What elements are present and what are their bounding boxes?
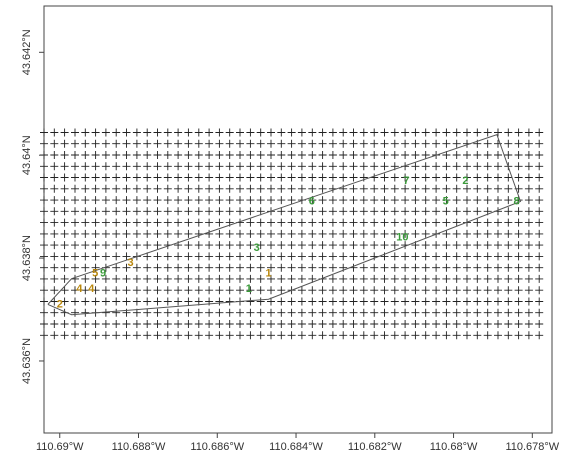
x-axis: 110.69°W 110.688°W 110.686°W 110.684°W 110.6… xyxy=(36,433,560,453)
point-label: 2 xyxy=(462,175,468,187)
point-label: 2 xyxy=(57,298,63,310)
plot-frame xyxy=(43,5,553,434)
x-tick-label: 110.678°W xyxy=(505,441,559,453)
point-label: 7 xyxy=(403,175,409,187)
point-label: 9 xyxy=(100,268,106,280)
grid-marker xyxy=(40,128,544,340)
point-label: 4 xyxy=(88,283,95,295)
study-area-polygon xyxy=(47,133,522,316)
x-tick-label: 110.686°W xyxy=(190,441,244,453)
point-label: 4 xyxy=(76,283,83,295)
x-tick-label: 110.68°W xyxy=(430,441,478,453)
y-tick-label: 43.642°N xyxy=(21,29,33,75)
point-label: 1 xyxy=(246,283,252,295)
point-label: 1 xyxy=(265,268,271,280)
point-label: 5 xyxy=(443,196,449,208)
point-label: 5 xyxy=(92,268,98,280)
study-area-polygon-layer xyxy=(47,133,522,316)
y-axis: 43.642°N 43.64°N 43.638°N 43.636°N xyxy=(21,29,44,384)
x-tick-label: 110.688°W xyxy=(112,441,166,453)
grid-marker-layer xyxy=(40,128,544,340)
x-tick-label: 110.684°W xyxy=(269,441,323,453)
x-tick-label: 110.69°W xyxy=(36,441,84,453)
point-label: 6 xyxy=(309,196,315,208)
y-tick-label: 43.636°N xyxy=(21,338,33,384)
y-tick-label: 43.638°N xyxy=(21,235,33,281)
point-label: 3 xyxy=(254,242,260,254)
point-label: 8 xyxy=(514,196,520,208)
x-tick-label: 110.682°W xyxy=(348,441,402,453)
point-label: 3 xyxy=(128,257,134,269)
y-tick-label: 43.64°N xyxy=(21,135,33,175)
point-label: 10 xyxy=(396,232,408,244)
